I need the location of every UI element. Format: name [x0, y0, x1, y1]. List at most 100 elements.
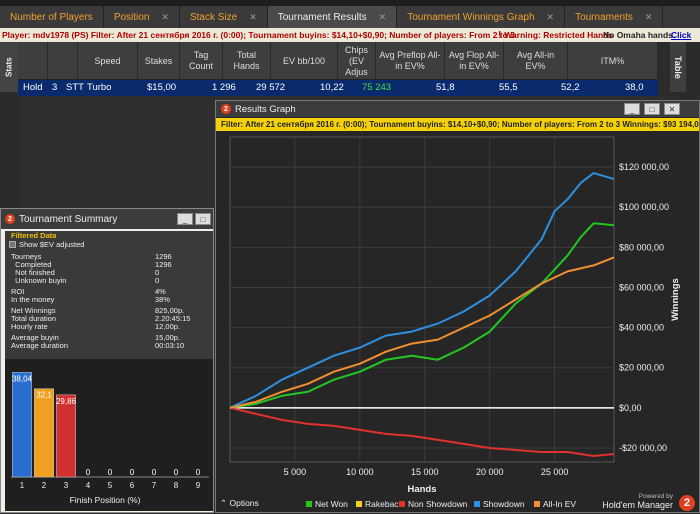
minimize-icon[interactable]: _ — [177, 213, 193, 225]
tournament-summary-titlebar[interactable]: 2 Tournament Summary _ □ — [1, 209, 213, 229]
column-header-avg-all-in-ev-[interactable]: Avg All-in EV% — [504, 42, 568, 80]
close-icon[interactable]: ✕ — [664, 103, 680, 115]
column-header-tag-count[interactable]: Tag Count — [180, 42, 223, 80]
summary-value: 1296 — [155, 252, 172, 261]
tab-tournament-results[interactable]: Tournament Results ✕ — [267, 6, 398, 28]
x-tick-label: 7 — [152, 481, 157, 490]
legend-label: Rakeback — [365, 499, 403, 509]
options-button[interactable]: ⌃ Options — [220, 498, 259, 509]
ev-adjusted-checkbox[interactable]: Show $EV adjusted — [9, 240, 84, 249]
maximize-icon[interactable]: □ — [644, 103, 660, 115]
filter-text: Player: mdv1978 (PS) Filter: After 21 се… — [2, 30, 515, 40]
bar-value-label: 0 — [130, 468, 135, 477]
bar-position-2 — [34, 388, 54, 478]
legend-label: Showdown — [483, 499, 525, 509]
summary-label: Unknown buyin — [11, 276, 67, 285]
tab-position[interactable]: Position ✕ — [104, 6, 180, 28]
x-axis-label: Finish Position (%) — [70, 495, 141, 505]
cell-game: Hold — [23, 82, 43, 93]
results-chart-svg: 5 000 10 000 15 000 20 000 25 000 -$20 000,00… — [229, 136, 681, 495]
column-header-chips-ev-adjus[interactable]: Chips (EV Adjus — [338, 42, 376, 80]
hm-logo-icon: 2 — [5, 214, 15, 224]
bar-value-label: 32,1 — [36, 391, 52, 400]
tab-bar: Number of Players Position ✕ Stack Size ✕ Tou… — [0, 6, 700, 28]
tab-label: Number of Players — [10, 11, 93, 23]
column-header-stakes[interactable]: Stakes — [138, 42, 180, 80]
cell-tag-count: 1 296 — [212, 82, 236, 93]
results-graph-titlebar[interactable]: 2 Results Graph _ □ ✕ — [216, 101, 699, 117]
tab-label: Tournament Results — [277, 11, 367, 23]
summary-value: 825,00р. — [155, 306, 185, 315]
y-tick-label: $20 000,00 — [619, 363, 664, 373]
column-header-blank[interactable] — [18, 42, 48, 80]
table-row[interactable]: Hold 3 STT Turbo $15,00 1 296 29 572 10,… — [18, 80, 658, 96]
tab-tournaments[interactable]: Tournaments ✕ — [565, 6, 664, 28]
legend-item[interactable]: All-In EV — [534, 499, 576, 509]
legend-swatch — [306, 501, 312, 507]
click-link[interactable]: Click — [671, 30, 692, 40]
results-graph-title: Results Graph — [235, 103, 296, 115]
column-header-ev-bb-100[interactable]: EV bb/100 — [271, 42, 338, 80]
tab-number-of-players[interactable]: Number of Players — [0, 6, 104, 28]
summary-label: Not finished — [11, 268, 55, 277]
grid-header: Speed Stakes Tag Count Total Hands EV bb/100… — [18, 42, 658, 80]
results-legend: ⌃ Options Net Won Rakeback Non Showdown Sho… — [216, 493, 699, 512]
cell-total-hands: 29 572 — [256, 82, 286, 93]
column-header-total-hands[interactable]: Total Hands — [223, 42, 271, 80]
maximize-icon[interactable]: □ — [195, 213, 211, 225]
restricted-warning: ! Warning: Restricted Hands — [498, 28, 613, 42]
y-tick-label: $80 000,00 — [619, 242, 664, 252]
bar-value-label: 0 — [86, 468, 91, 477]
hm-brand-icon: 2 — [679, 495, 695, 511]
plot-area — [229, 136, 615, 463]
warning-text: Warning: Restricted Hands — [504, 30, 614, 40]
series-line-non-showdown — [229, 406, 615, 457]
legend-label: Net Won — [315, 499, 348, 509]
cell-players: 3 — [52, 82, 58, 93]
legend-item[interactable]: Rakeback — [356, 499, 403, 509]
stats-side-tab[interactable]: Stats — [0, 42, 18, 92]
tab-close-icon[interactable]: ✕ — [249, 11, 257, 22]
hm-logo-icon: 2 — [221, 104, 231, 114]
menu-bar — [0, 0, 700, 6]
tab-label: Tournaments — [575, 11, 633, 23]
results-filter-bar: Filter: After 21 сентября 2016 г. (0:00)… — [216, 118, 699, 131]
table-side-tab[interactable]: Table — [670, 42, 686, 92]
summary-value: 1296 — [155, 260, 172, 269]
summary-value: 4% — [155, 287, 166, 296]
legend-item[interactable]: Showdown — [474, 499, 525, 509]
summary-value: 12,00р. — [155, 322, 181, 331]
cell-avg-flop: 55,5 — [499, 82, 518, 93]
x-tick-label: 5 000 — [284, 467, 307, 477]
results-graph-window: 2 Results Graph _ □ ✕ Filter: After 21 с… — [215, 100, 700, 513]
legend-item[interactable]: Net Won — [306, 499, 348, 509]
column-header-avg-preflop-all-in-ev-[interactable]: Avg Preflop All-in EV% — [376, 42, 445, 80]
minimize-icon[interactable]: _ — [624, 103, 640, 115]
column-header-blank[interactable] — [48, 42, 78, 80]
tab-close-icon[interactable]: ✕ — [378, 11, 387, 22]
column-header-avg-flop-all-in-ev-[interactable]: Avg Flop All-in EV% — [445, 42, 504, 80]
tab-tournament-winnings-graph[interactable]: Tournament Winnings Graph ✕ — [397, 6, 566, 28]
legend-swatch — [534, 501, 540, 507]
filtered-data-label: Filtered Data — [11, 231, 57, 240]
x-tick-label: 25 000 — [541, 467, 569, 477]
tab-close-icon[interactable]: ✕ — [644, 11, 653, 22]
tab-stack-size[interactable]: Stack Size ✕ — [180, 6, 268, 28]
column-header-itm-[interactable]: ITM% — [568, 42, 658, 80]
tab-close-icon[interactable]: ✕ — [546, 11, 555, 22]
warning-icon: ! — [498, 29, 502, 41]
ev-adjusted-label: Show $EV adjusted — [19, 240, 85, 249]
column-header-speed[interactable]: Speed — [78, 42, 138, 80]
y-tick-label: $0,00 — [619, 403, 642, 413]
y-tick-label: $120 000,00 — [619, 162, 669, 172]
bar-value-label: 29,86 — [56, 397, 77, 406]
x-tick-label: 8 — [174, 481, 179, 490]
legend-label: All-In EV — [543, 499, 577, 509]
filter-bar: Player: mdv1978 (PS) Filter: After 21 се… — [0, 28, 700, 42]
tab-close-icon[interactable]: ✕ — [161, 11, 169, 22]
summary-label: Tourneys — [11, 252, 42, 261]
checkbox-box[interactable] — [9, 241, 16, 248]
series-line-net-won — [229, 222, 615, 409]
legend-item[interactable]: Non Showdown — [399, 499, 468, 509]
cell-stakes: $15,00 — [147, 82, 177, 93]
